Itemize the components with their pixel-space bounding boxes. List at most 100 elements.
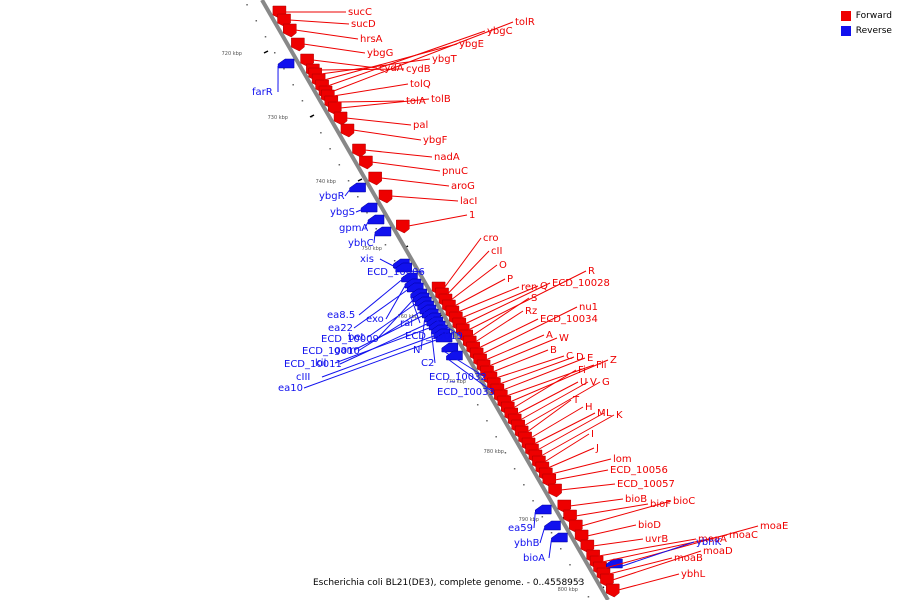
label-forward-succ[interactable]: sucC — [348, 7, 372, 18]
label-forward-ecd-10057[interactable]: ECD_10057 — [617, 479, 675, 490]
label-forward-ecd-10028[interactable]: ECD_10028 — [552, 278, 610, 289]
label-forward-moab[interactable]: moaB — [674, 553, 703, 564]
label-reverse-ybhb[interactable]: ybhB — [514, 538, 540, 549]
label-forward-w[interactable]: W — [559, 333, 569, 344]
label-forward-hrsa[interactable]: hrsA — [360, 34, 383, 45]
label-forward-tolb[interactable]: tolB — [431, 94, 451, 105]
gene-reverse-ybhb[interactable] — [544, 520, 561, 531]
gene-reverse-ea10[interactable] — [435, 332, 453, 343]
label-forward-m[interactable]: M — [597, 408, 606, 419]
label-forward-z[interactable]: Z — [610, 355, 617, 366]
label-forward-biod[interactable]: bioD — [638, 520, 661, 531]
label-forward-ybge[interactable]: ybgE — [459, 39, 484, 50]
gene-reverse-bioa[interactable] — [551, 532, 568, 543]
label-forward-moaa[interactable]: moaA — [698, 534, 727, 545]
label-reverse-ybgr[interactable]: ybgR — [319, 191, 345, 202]
label-reverse-xis[interactable]: xis — [360, 254, 374, 265]
label-reverse-ybhk[interactable]: ybhK — [696, 537, 722, 548]
label-reverse-ecd-10010[interactable]: ECD_10010 — [302, 346, 360, 357]
label-reverse-ecd-10032[interactable]: ECD_10032 — [429, 372, 487, 383]
label-forward-c[interactable]: C — [566, 351, 573, 362]
label-forward-moad[interactable]: moaD — [703, 546, 733, 557]
label-reverse-ybgs[interactable]: ybgS — [330, 207, 355, 218]
label-reverse-exo[interactable]: exo — [366, 314, 384, 325]
gene-forward-ybgf[interactable] — [340, 123, 355, 138]
label-forward-u[interactable]: U — [580, 377, 587, 388]
label-forward-ybgf[interactable]: ybgF — [423, 135, 448, 146]
label-forward-fi[interactable]: Fi — [578, 365, 586, 376]
label-reverse-farr[interactable]: farR — [252, 87, 273, 98]
label-forward-1[interactable]: 1 — [469, 210, 475, 221]
gene-forward-ybhl[interactable] — [605, 583, 620, 598]
gene-reverse-ecd-10006[interactable] — [395, 262, 412, 273]
label-reverse-gam[interactable]: gam — [334, 345, 356, 356]
label-forward-nada[interactable]: nadA — [434, 152, 460, 163]
label-forward-cydb[interactable]: cydB — [406, 64, 431, 75]
label-reverse-ecd-10019[interactable]: ECD_10019 — [405, 331, 463, 342]
label-reverse-ciii[interactable]: cIII — [296, 372, 310, 383]
label-forward-rz[interactable]: Rz — [525, 306, 537, 317]
label-forward-tolr[interactable]: tolR — [515, 17, 535, 28]
label-forward-cro[interactable]: cro — [483, 233, 499, 244]
label-reverse-ecd-10011[interactable]: ECD_10011 — [284, 359, 342, 370]
label-forward-uvrb[interactable]: uvrB — [645, 534, 668, 545]
gene-reverse-gpma[interactable] — [367, 214, 385, 225]
label-reverse-ecd-10033[interactable]: ECD_10033 — [437, 387, 495, 398]
label-forward-ybgc[interactable]: ybgC — [487, 26, 513, 37]
label-forward-moae[interactable]: moaE — [760, 521, 788, 532]
label-forward-bioc[interactable]: bioC — [673, 496, 695, 507]
label-reverse-gpma[interactable]: gpmA — [339, 223, 368, 234]
label-forward-moac[interactable]: moaC — [729, 530, 758, 541]
gene-forward-nada[interactable] — [352, 143, 366, 158]
label-forward-pnuc[interactable]: pnuC — [442, 166, 468, 177]
label-forward-lom[interactable]: lom — [613, 454, 632, 465]
gene-forward-hrsa[interactable] — [283, 23, 297, 38]
label-forward-ecd-10056[interactable]: ECD_10056 — [610, 465, 668, 476]
label-reverse-ea10[interactable]: ea10 — [278, 383, 303, 394]
label-forward-nu1[interactable]: nu1 — [579, 302, 598, 313]
gene-reverse-ea59[interactable] — [535, 504, 552, 515]
label-forward-g[interactable]: G — [602, 377, 610, 388]
label-forward-ybhl[interactable]: ybhL — [681, 569, 706, 580]
gene-reverse-ybgr[interactable] — [349, 182, 366, 193]
label-reverse-ea22[interactable]: ea22 — [328, 323, 353, 334]
gene-forward-laci[interactable] — [378, 189, 393, 204]
label-forward-pal[interactable]: pal — [413, 120, 428, 131]
gene-forward-1[interactable] — [396, 219, 410, 234]
label-reverse-kil[interactable]: kil — [315, 358, 326, 369]
gene-forward-ybgg[interactable] — [291, 37, 305, 52]
label-reverse-ea59[interactable]: ea59 — [508, 523, 533, 534]
label-forward-l[interactable]: L — [606, 408, 612, 419]
label-forward-biob[interactable]: bioB — [625, 494, 647, 505]
label-forward-arog[interactable]: aroG — [451, 181, 475, 192]
label-forward-r[interactable]: R — [588, 266, 595, 277]
label-forward-s[interactable]: S — [531, 293, 537, 304]
gene-reverse-farr[interactable] — [277, 58, 295, 69]
gene-reverse-ecd-10032[interactable] — [441, 342, 459, 353]
label-forward-t[interactable]: T — [572, 395, 580, 406]
label-reverse-ybhc[interactable]: ybhC — [348, 238, 374, 249]
label-forward-k[interactable]: K — [616, 410, 623, 421]
label-forward-ybgg[interactable]: ybgG — [367, 48, 393, 59]
label-reverse-bioa[interactable]: bioA — [523, 553, 545, 564]
gene-reverse-ecd-10033[interactable] — [446, 350, 463, 361]
label-reverse-bet[interactable]: bet — [348, 332, 365, 343]
label-forward-ybgt[interactable]: ybgT — [432, 54, 458, 65]
label-forward-tolq[interactable]: tolQ — [410, 79, 431, 90]
label-reverse-ecd-10006[interactable]: ECD_10006 — [367, 267, 425, 278]
label-forward-cii[interactable]: cII — [491, 246, 502, 257]
gene-reverse-ybgs[interactable] — [360, 202, 378, 213]
label-forward-sucd[interactable]: sucD — [351, 19, 376, 30]
label-forward-p[interactable]: P — [507, 274, 513, 285]
label-forward-h[interactable]: H — [585, 402, 593, 413]
label-forward-e[interactable]: E — [587, 353, 593, 364]
label-forward-d[interactable]: D — [576, 352, 584, 363]
label-reverse-ecd-10009[interactable]: ECD_10009 — [321, 334, 379, 345]
label-forward-b[interactable]: B — [550, 345, 557, 356]
label-reverse-c2[interactable]: C2 — [421, 358, 434, 369]
label-forward-j[interactable]: J — [595, 443, 599, 454]
label-forward-q[interactable]: Q — [540, 281, 548, 292]
gene-forward-pnuc[interactable] — [359, 155, 373, 170]
gene-reverse-ybhc[interactable] — [374, 226, 392, 237]
label-forward-ren[interactable]: ren — [521, 282, 537, 293]
